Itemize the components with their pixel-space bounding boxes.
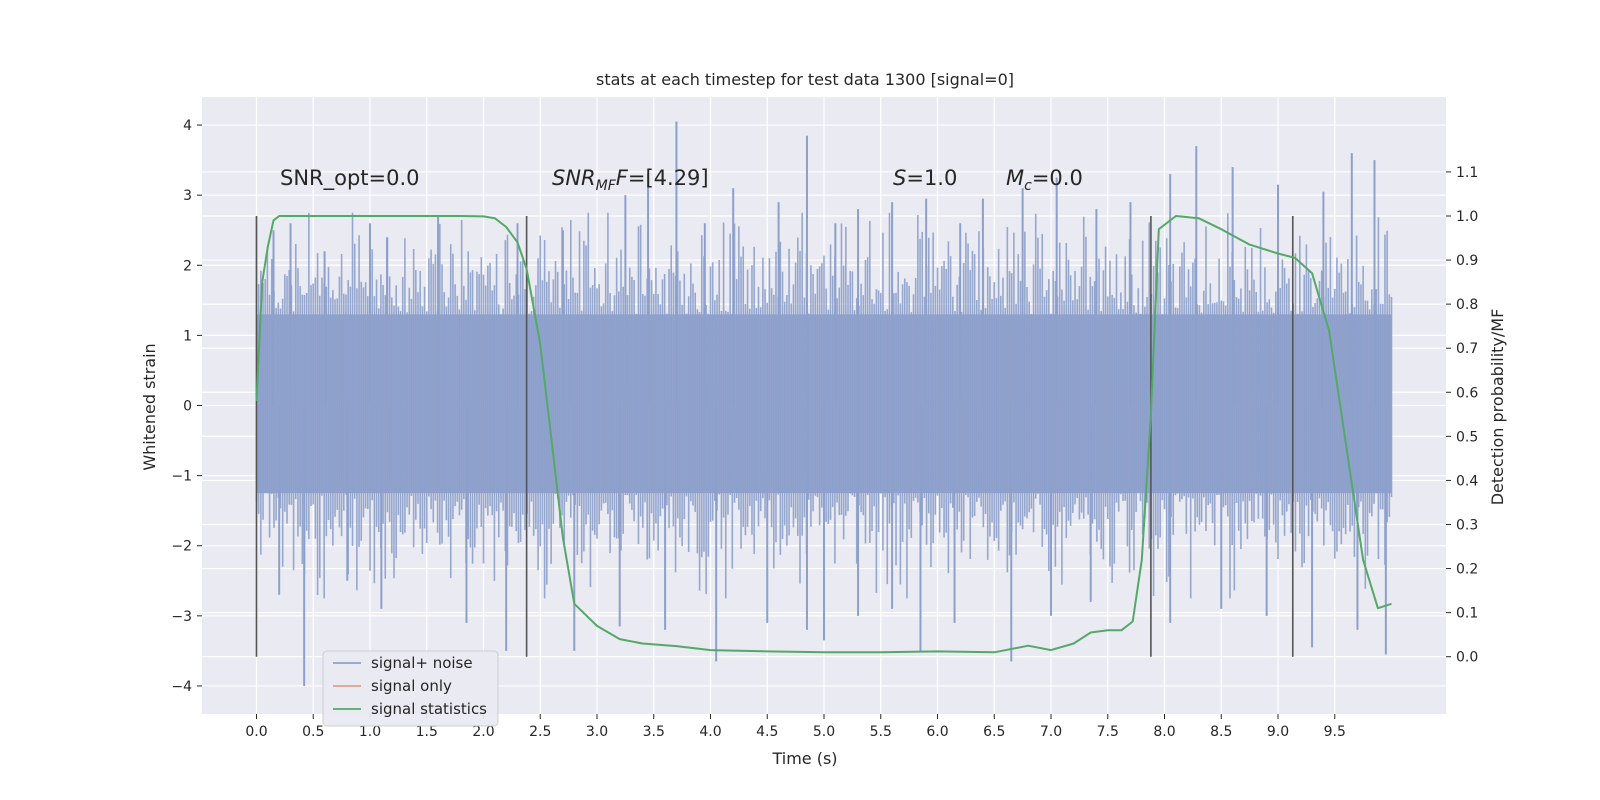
x-tick-label: 5.0 xyxy=(813,724,835,740)
right-y-axis-ticks: 1.1 1.0 0.9 0.8 0.7 0.6 0.5 0.4 0.3 0.2 0.1 0.0 xyxy=(1446,165,1478,666)
x-tick-label: 9.0 xyxy=(1267,724,1289,740)
x-tick-label: 0.5 xyxy=(302,724,324,740)
y2-tick-label: 0.2 xyxy=(1456,562,1478,578)
annotation-snr-mf: SNRMFF=[4.29] xyxy=(552,166,709,194)
y2-tick-label: 1.0 xyxy=(1456,209,1478,225)
signal-statistics-series xyxy=(255,215,1392,654)
x-tick-label: 7.5 xyxy=(1097,724,1119,740)
x-tick-label: 2.5 xyxy=(529,724,551,740)
legend-label-signal-noise: signal+ noise xyxy=(371,654,473,672)
x-tick-label: 6.5 xyxy=(983,724,1005,740)
left-y-axis-ticks: 4 3 2 1 0 −1 −2 −3 −4 xyxy=(171,118,202,695)
x-tick-label: 9.5 xyxy=(1324,724,1346,740)
annotation-s-value: =1.0 xyxy=(906,166,957,190)
annotation-mc-sub: c xyxy=(1024,178,1032,194)
annotation-s-main: S xyxy=(893,166,906,190)
y-tick-label: 1 xyxy=(183,328,192,344)
legend-label-signal-only: signal only xyxy=(371,677,452,695)
x-tick-label: 6.0 xyxy=(926,724,948,740)
y2-tick-label: 0.6 xyxy=(1456,385,1478,401)
x-axis-label: Time (s) xyxy=(771,749,837,768)
segment-marker-lines xyxy=(255,215,1294,657)
y-tick-label: 0 xyxy=(183,399,192,415)
x-tick-label: 0.0 xyxy=(245,724,267,740)
annotations: SNR_opt=0.0 SNRMFF=[4.29] S=1.0 Mc=0.0 xyxy=(280,166,1083,194)
x-tick-label: 1.0 xyxy=(359,724,381,740)
annotation-snr-mf-sub: MF xyxy=(596,178,617,194)
y2-tick-label: 0.8 xyxy=(1456,297,1478,313)
y-tick-label: −4 xyxy=(171,679,192,695)
x-tick-label: 4.5 xyxy=(756,724,778,740)
annotation-snr-mf-value: =[4.29] xyxy=(628,166,709,190)
y-tick-label: 3 xyxy=(183,188,192,204)
y2-tick-label: 0.1 xyxy=(1456,606,1478,622)
y-tick-label: 2 xyxy=(183,258,192,274)
x-tick-label: 2.0 xyxy=(472,724,494,740)
annotation-snr-mf-main: SNR xyxy=(552,166,596,190)
annotation-s: S=1.0 xyxy=(893,166,957,190)
annotation-mc-main: M xyxy=(1006,166,1024,190)
y-tick-label: −1 xyxy=(171,469,192,485)
annotation-snr-opt: SNR_opt=0.0 xyxy=(280,166,420,191)
y2-axis-label: Detection probability/MF xyxy=(1488,309,1507,506)
annotation-snr-opt-text: SNR_opt=0.0 xyxy=(280,166,420,191)
y-tick-label: −2 xyxy=(171,539,192,555)
x-tick-label: 4.0 xyxy=(699,724,721,740)
x-tick-label: 7.0 xyxy=(1040,724,1062,740)
x-tick-label: 1.5 xyxy=(416,724,438,740)
y2-tick-label: 0.5 xyxy=(1456,429,1478,445)
legend: signal+ noise signal only signal statist… xyxy=(322,650,499,727)
y2-tick-label: 0.4 xyxy=(1456,473,1478,489)
x-tick-label: 3.0 xyxy=(586,724,608,740)
annotation-mc-value: =0.0 xyxy=(1032,166,1083,190)
x-tick-label: 8.5 xyxy=(1210,724,1232,740)
x-tick-label: 8.0 xyxy=(1153,724,1175,740)
annotation-snr-mf-f: F xyxy=(616,166,629,190)
y-tick-label: −3 xyxy=(171,609,192,625)
signal-statistics-line xyxy=(255,215,1392,654)
y2-tick-label: 0.7 xyxy=(1456,341,1478,357)
annotation-mc: Mc=0.0 xyxy=(1006,166,1083,194)
legend-label-signal-statistics: signal statistics xyxy=(371,700,487,718)
signal-noise-series xyxy=(255,121,1393,686)
y2-tick-label: 0.0 xyxy=(1456,650,1478,666)
y-axis-label: Whitened strain xyxy=(140,343,159,470)
x-tick-label: 5.5 xyxy=(870,724,892,740)
y-tick-label: 4 xyxy=(183,118,192,134)
chart-title: stats at each timestep for test data 130… xyxy=(596,70,1014,89)
y2-tick-label: 1.1 xyxy=(1456,165,1478,181)
y2-tick-label: 0.3 xyxy=(1456,517,1478,533)
legend-box xyxy=(322,650,499,727)
y2-tick-label: 0.9 xyxy=(1456,253,1478,269)
x-tick-label: 3.5 xyxy=(643,724,665,740)
x-axis-ticks: 0.0 0.5 1.0 1.5 2.0 2.5 3.0 3.5 4.0 4.5 5.0 5.5 6.0 6… xyxy=(245,714,1346,740)
